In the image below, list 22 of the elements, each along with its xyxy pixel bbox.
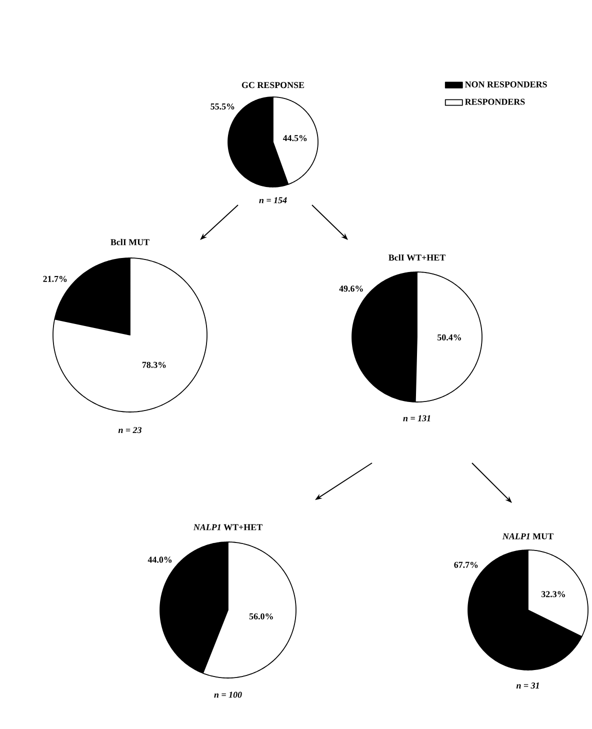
data-label: 67.7% [454,562,478,568]
text: n = 31 [516,682,539,689]
text: n = 100 [214,692,242,698]
data-label: 49.6% [339,286,363,292]
data-label: 44.5% [282,135,307,142]
chart-title: BclI MUT [110,238,150,246]
chart-title: GC RESPONSE [242,82,304,88]
data-label: 32.3% [542,591,565,598]
chart-title: BclI WT+HET [388,254,446,261]
text: n = 154 [259,197,287,204]
data-label: 44.0% [148,556,172,563]
legend-label: NON RESPONDERS [465,81,547,88]
legend-label: RESPONDERS [464,98,525,105]
data-label: 55.5% [210,103,234,110]
data-label: 21.7% [43,276,67,282]
text: n = 23 [118,427,142,434]
data-label: 56.0% [249,613,273,620]
data-label: 78.3% [142,362,166,368]
data-label: 50.4% [438,334,461,340]
text: n = 131 [403,415,430,422]
chart-title: NALP1 WT+HET [193,524,262,530]
chart-title: NALP1 MUT [502,533,554,540]
